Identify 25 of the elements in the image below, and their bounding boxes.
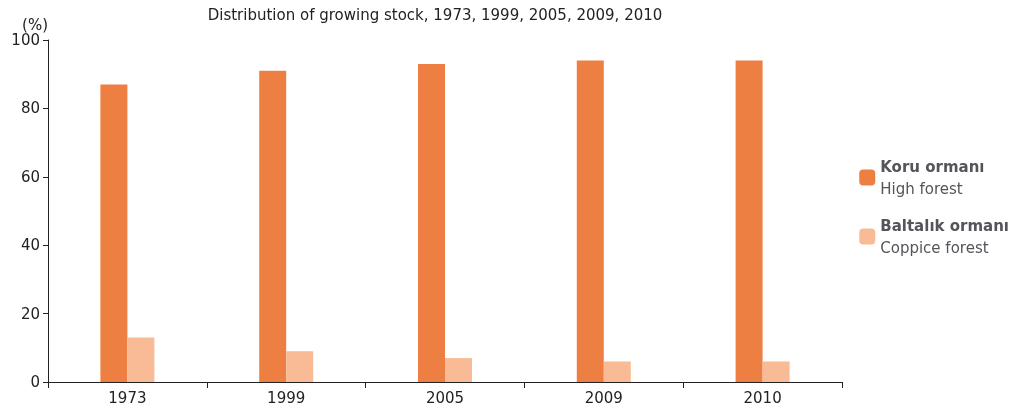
bar (603, 361, 631, 382)
bar (445, 358, 472, 382)
y-tick-label: 0 (30, 373, 40, 391)
x-tick-label: 2005 (425, 388, 465, 407)
y-tick-label: 80 (20, 99, 40, 118)
bar (418, 63, 445, 382)
y-tick-label: 60 (20, 167, 40, 186)
legend-label: Baltalık ormanı Coppice forest (880, 216, 1009, 257)
x-tick-label: 1999 (267, 388, 306, 407)
bar (762, 361, 790, 382)
y-tick-label: 40 (20, 236, 40, 255)
bar (259, 70, 287, 382)
bar (286, 351, 314, 382)
x-tick-label: 2010 (743, 388, 782, 407)
bar (100, 84, 128, 382)
bar (576, 60, 604, 382)
bar (127, 337, 155, 382)
x-tick-label: 1973 (108, 388, 147, 407)
bar (735, 60, 763, 382)
y-tick-label: 20 (20, 304, 40, 323)
x-tick-label: 2009 (584, 388, 623, 407)
chart-title: Distribution of growing stock, 1973, 1999, 2005, 2009, 2010 (207, 5, 663, 24)
y-tick-label: 100 (11, 31, 40, 49)
y-axis-title: (%) (22, 15, 48, 34)
legend-label: Koru ormanı High forest (880, 157, 985, 198)
